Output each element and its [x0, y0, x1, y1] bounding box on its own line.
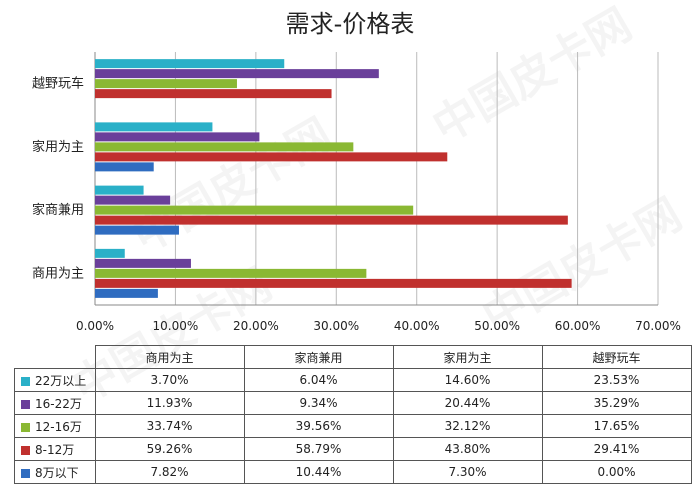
table-row: 22万以上 3.70% 6.04% 14.60% 23.53%: [14, 368, 692, 392]
table-row: 12-16万 33.74% 39.56% 32.12% 17.65%: [14, 414, 692, 438]
bar-chart: 需求-价格表 0.00% 10.00% 20.00% 30.00% 40.00% 50.0…: [32, 10, 681, 333]
table-cell-value: 7.30%: [392, 460, 543, 484]
table-cell-value: 11.93%: [94, 391, 245, 415]
table-cell-value: 58.79%: [243, 437, 394, 461]
bar-12-16万-商用为主: [95, 268, 367, 278]
legend-key: [21, 445, 30, 455]
table-cell-value: 43.80%: [392, 437, 543, 461]
series-name: 12-16万: [35, 419, 82, 434]
series-row-header: 22万以上: [14, 368, 96, 392]
table-row: 8-12万 59.26% 58.79% 43.80% 29.41%: [14, 437, 692, 461]
series-row-header: 12-16万: [14, 414, 96, 438]
table-cell-value: 32.12%: [392, 414, 543, 438]
legend-key: [21, 468, 30, 478]
series-row-header: 16-22万: [14, 391, 96, 415]
data-table: 商用为主 家商兼用 家用为主 越野玩车 22万以上 3.70% 6.04% 14.60% 23…: [14, 345, 692, 484]
bar-8-12万-家商兼用: [95, 215, 568, 225]
table-cell-value: 0.00%: [541, 460, 692, 484]
series-name: 22万以上: [35, 373, 87, 388]
bar-22万以上-越野玩车: [95, 59, 285, 69]
table-cell-value: 35.29%: [541, 391, 692, 415]
x-tick-label: 30.00%: [313, 319, 359, 333]
bar-16-22万-商用为主: [95, 258, 191, 268]
table-column-header: 家商兼用: [243, 345, 394, 369]
category-label: 越野玩车: [32, 76, 84, 92]
bar-8万以下-商用为主: [95, 288, 158, 298]
table-corner: [14, 345, 96, 369]
table-column-header: 商用为主: [94, 345, 245, 369]
bar-8-12万-家用为主: [95, 152, 448, 162]
category-label: 家用为主: [32, 139, 84, 155]
x-tick-label: 20.00%: [233, 319, 279, 333]
x-tick-label: 0.00%: [76, 319, 114, 333]
table-cell-value: 9.34%: [243, 391, 394, 415]
bar-22万以上-家商兼用: [95, 185, 144, 195]
x-tick-label: 40.00%: [394, 319, 440, 333]
table-cell-value: 3.70%: [94, 368, 245, 392]
table-row: 16-22万 11.93% 9.34% 20.44% 35.29%: [14, 391, 692, 415]
table-cell-value: 23.53%: [541, 368, 692, 392]
table-cell-value: 29.41%: [541, 437, 692, 461]
bar-16-22万-家商兼用: [95, 195, 171, 205]
bar-8-12万-越野玩车: [95, 89, 332, 99]
bar-22万以上-商用为主: [95, 248, 125, 258]
category-label: 家商兼用: [32, 202, 84, 218]
bar-12-16万-家商兼用: [95, 205, 414, 215]
table-cell-value: 6.04%: [243, 368, 394, 392]
bar-16-22万-越野玩车: [95, 69, 379, 79]
table-column-header: 家用为主: [392, 345, 543, 369]
x-tick-label: 50.00%: [474, 319, 520, 333]
bar-22万以上-家用为主: [95, 122, 213, 132]
table-cell-value: 14.60%: [392, 368, 543, 392]
bar-8万以下-家用为主: [95, 162, 154, 172]
table-header-row: 商用为主 家商兼用 家用为主 越野玩车: [14, 345, 692, 369]
category-label: 商用为主: [32, 266, 84, 281]
table-row: 8万以下 7.82% 10.44% 7.30% 0.00%: [14, 460, 692, 484]
bar-8万以下-家商兼用: [95, 225, 179, 235]
table-cell-value: 39.56%: [243, 414, 394, 438]
x-tick-label: 60.00%: [555, 319, 601, 333]
x-tick-label: 70.00%: [635, 319, 681, 333]
bar-12-16万-家用为主: [95, 142, 354, 152]
legend-key: [21, 399, 30, 409]
series-name: 8-12万: [35, 442, 75, 457]
table-cell-value: 7.82%: [94, 460, 245, 484]
table-cell-value: 20.44%: [392, 391, 543, 415]
table-column-header: 越野玩车: [541, 345, 692, 369]
table-cell-value: 17.65%: [541, 414, 692, 438]
legend-key: [21, 422, 30, 432]
legend-key: [21, 376, 30, 386]
table-cell-value: 10.44%: [243, 460, 394, 484]
x-tick-label: 10.00%: [153, 319, 199, 333]
series-name: 8万以下: [35, 465, 79, 480]
table-cell-value: 59.26%: [94, 437, 245, 461]
bar-8-12万-商用为主: [95, 278, 572, 288]
bar-16-22万-家用为主: [95, 132, 260, 142]
table-cell-value: 33.74%: [94, 414, 245, 438]
series-row-header: 8万以下: [14, 460, 96, 484]
series-row-header: 8-12万: [14, 437, 96, 461]
bar-12-16万-越野玩车: [95, 79, 237, 89]
chart-title: 需求-价格表: [286, 10, 415, 38]
series-name: 16-22万: [35, 396, 82, 411]
